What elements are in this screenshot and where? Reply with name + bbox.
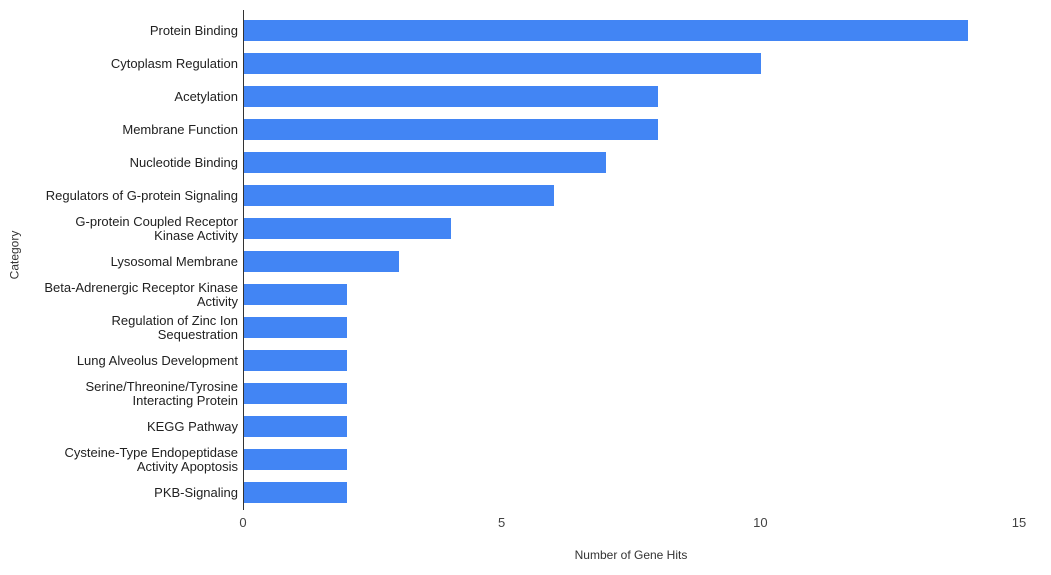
bar-track bbox=[243, 119, 1020, 140]
bar-row: G-protein Coupled Receptor Kinase Activi… bbox=[0, 212, 1020, 245]
category-label: Lung Alveolus Development bbox=[76, 352, 238, 368]
x-axis-ticks: 0 5 10 15 bbox=[0, 515, 1051, 531]
bar[interactable] bbox=[244, 185, 555, 206]
bar-row: Beta-Adrenergic Receptor Kinase Activity bbox=[0, 278, 1020, 311]
bar-track bbox=[243, 86, 1020, 107]
bar[interactable] bbox=[244, 383, 348, 404]
bar-row: Protein Binding bbox=[0, 14, 1020, 47]
bar[interactable] bbox=[244, 218, 451, 239]
bar-track bbox=[243, 218, 1020, 239]
bar-rows: Protein Binding Cytoplasm Regulation Acety… bbox=[0, 14, 1020, 509]
category-label: G-protein Coupled Receptor Kinase Activi… bbox=[75, 213, 238, 243]
bar[interactable] bbox=[244, 152, 607, 173]
bar-track bbox=[243, 317, 1020, 338]
x-axis-title: Number of Gene Hits bbox=[574, 548, 688, 562]
bar[interactable] bbox=[244, 251, 400, 272]
bar-row: Serine/Threonine/Tyrosine Interacting Pr… bbox=[0, 377, 1020, 410]
bar-row: Cytoplasm Regulation bbox=[0, 47, 1020, 80]
x-tick-label: 5 bbox=[498, 515, 506, 530]
category-label: Cysteine-Type Endopeptidase Activity Apo… bbox=[64, 444, 238, 474]
bar-row: Cysteine-Type Endopeptidase Activity Apo… bbox=[0, 443, 1020, 476]
bar-track bbox=[243, 152, 1020, 173]
x-tick-label: 10 bbox=[753, 515, 768, 530]
category-label: Beta-Adrenergic Receptor Kinase Activity bbox=[44, 279, 238, 309]
x-tick-label: 15 bbox=[1011, 515, 1027, 530]
bar-row: Nucleotide Binding bbox=[0, 146, 1020, 179]
category-label: Acetylation bbox=[174, 88, 238, 104]
bar[interactable] bbox=[244, 317, 348, 338]
category-label: Serine/Threonine/Tyrosine Interacting Pr… bbox=[85, 378, 238, 408]
bar-row: PKB-Signaling bbox=[0, 476, 1020, 509]
bar-row: Acetylation bbox=[0, 80, 1020, 113]
bar-row: Lysosomal Membrane bbox=[0, 245, 1020, 278]
bar[interactable] bbox=[244, 86, 658, 107]
bar[interactable] bbox=[244, 20, 969, 41]
bar-row: Regulation of Zinc Ion Sequestration bbox=[0, 311, 1020, 344]
category-label: Cytoplasm Regulation bbox=[110, 55, 238, 71]
bar[interactable] bbox=[244, 416, 348, 437]
bar-track bbox=[243, 53, 1020, 74]
bar-track bbox=[243, 383, 1020, 404]
bar[interactable] bbox=[244, 449, 348, 470]
bar-track bbox=[243, 416, 1020, 437]
bar-row: Membrane Function bbox=[0, 113, 1020, 146]
bar-row: KEGG Pathway bbox=[0, 410, 1020, 443]
category-label: Regulation of Zinc Ion Sequestration bbox=[111, 312, 238, 342]
bar[interactable] bbox=[244, 284, 348, 305]
bar[interactable] bbox=[244, 350, 348, 371]
bar-track bbox=[243, 251, 1020, 272]
x-tick-label: 0 bbox=[239, 515, 247, 530]
bar-track bbox=[243, 449, 1020, 470]
bar[interactable] bbox=[244, 119, 658, 140]
y-axis-line bbox=[243, 10, 244, 510]
bar[interactable] bbox=[244, 53, 762, 74]
bar-track bbox=[243, 482, 1020, 503]
category-label: KEGG Pathway bbox=[146, 418, 238, 434]
category-label: PKB-Signaling bbox=[154, 484, 238, 500]
bar-track bbox=[243, 350, 1020, 371]
bar-track bbox=[243, 185, 1020, 206]
category-label: Lysosomal Membrane bbox=[110, 253, 238, 269]
bar-row: Regulators of G-protein Signaling bbox=[0, 179, 1020, 212]
category-label: Membrane Function bbox=[122, 121, 238, 137]
category-label: Protein Binding bbox=[149, 22, 238, 38]
bar-track bbox=[243, 20, 1020, 41]
category-label: Regulators of G-protein Signaling bbox=[45, 187, 238, 203]
bar-track bbox=[243, 284, 1020, 305]
category-label: Nucleotide Binding bbox=[129, 154, 238, 170]
bar[interactable] bbox=[244, 482, 348, 503]
bar-row: Lung Alveolus Development bbox=[0, 344, 1020, 377]
